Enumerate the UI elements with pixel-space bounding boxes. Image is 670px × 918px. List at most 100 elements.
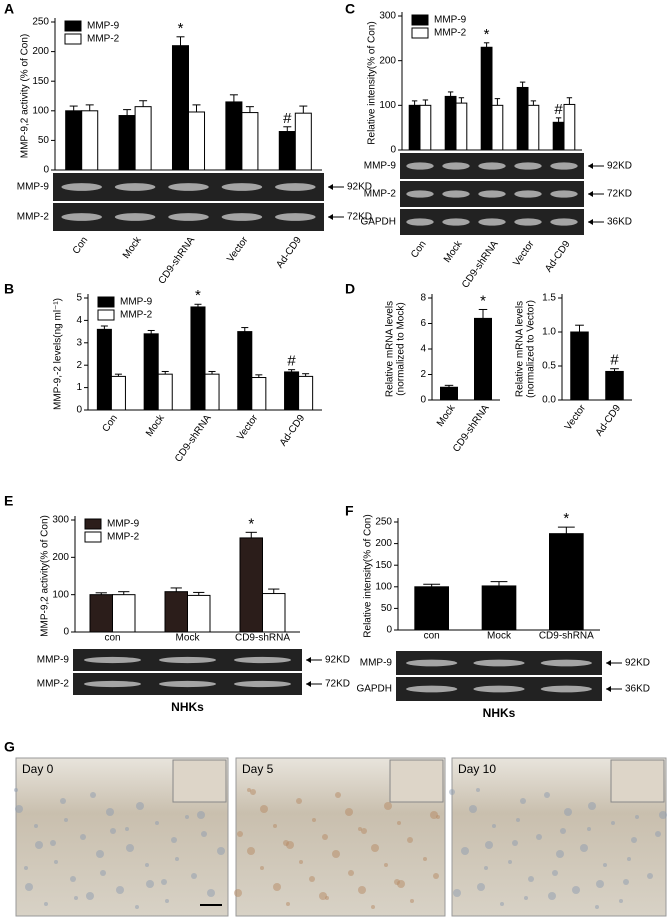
- cell: [35, 841, 43, 849]
- blot-band: [478, 162, 506, 170]
- blot-label: MMP-2: [17, 212, 50, 223]
- cell: [449, 789, 455, 795]
- cell: [175, 857, 179, 861]
- cell: [312, 818, 316, 822]
- bar: [171, 45, 189, 171]
- cell: [332, 850, 340, 858]
- cell: [524, 896, 528, 900]
- x-tick-label: Vector: [225, 234, 251, 264]
- blot-band: [114, 183, 156, 191]
- cell: [165, 899, 169, 903]
- cell: [423, 857, 427, 861]
- bar: [284, 371, 300, 411]
- arrow-head: [328, 184, 333, 190]
- x-tick-label: Ad-CD9: [275, 235, 305, 271]
- cell: [477, 883, 485, 891]
- y-tick-label: 200: [52, 552, 69, 563]
- cell: [161, 879, 167, 885]
- bar: [474, 317, 492, 401]
- x-tick-label: Con: [71, 235, 91, 256]
- panel-letter: F: [345, 503, 354, 519]
- y-tick-label: 100: [379, 100, 396, 111]
- cell: [647, 873, 653, 879]
- blot-band: [84, 680, 141, 688]
- x-tick-label: Ad-CD9: [543, 239, 573, 275]
- cell: [80, 834, 86, 840]
- x-tick-label: Mock: [442, 238, 465, 265]
- cell: [34, 824, 38, 828]
- cell: [70, 876, 76, 882]
- cell: [286, 902, 290, 906]
- cell: [86, 892, 94, 900]
- legend-label: MMP-2: [434, 28, 467, 39]
- cell: [619, 899, 623, 903]
- panel-letter: G: [4, 739, 15, 755]
- blot-band: [221, 213, 263, 221]
- bar: [187, 594, 211, 633]
- cell: [335, 792, 341, 798]
- blot-band: [442, 190, 470, 198]
- bar: [444, 95, 457, 151]
- arrow-head: [588, 219, 593, 225]
- x-tick-label: Mock: [487, 631, 512, 642]
- panel-letter: D: [345, 281, 355, 297]
- cell: [580, 844, 588, 852]
- cell: [145, 863, 149, 867]
- micrograph-label: Day 10: [458, 762, 496, 776]
- cell: [14, 788, 18, 792]
- cell: [234, 889, 242, 897]
- bar: [241, 112, 259, 171]
- size-label: 72KD: [325, 679, 350, 690]
- cell: [512, 840, 518, 846]
- cell: [556, 850, 564, 858]
- y-tick-label: 200: [32, 46, 49, 57]
- bar: [225, 101, 243, 171]
- bar: [65, 110, 83, 171]
- annotation: *: [563, 510, 569, 527]
- cell: [15, 805, 23, 813]
- y-tick-label: 50: [38, 135, 50, 146]
- bar: [96, 328, 112, 411]
- blot-label: MMP-2: [364, 189, 397, 200]
- annotation: *: [248, 515, 254, 532]
- blot-band: [550, 218, 578, 226]
- blot-band: [221, 183, 263, 191]
- cell: [299, 860, 303, 864]
- y-tick-label: 100: [52, 589, 69, 600]
- cell: [476, 788, 480, 792]
- bar: [134, 106, 152, 171]
- cell: [217, 847, 225, 855]
- bar: [112, 594, 136, 633]
- y-tick-label: 200: [379, 55, 396, 66]
- cell: [171, 837, 177, 843]
- blot-label: MMP-9: [364, 161, 397, 172]
- y-tick-label: 300: [379, 11, 396, 22]
- y-tick-label: 3: [76, 337, 82, 348]
- y-tick-label: 1.5: [542, 293, 556, 304]
- arrow-head: [328, 214, 333, 220]
- x-tick-label: Vector: [235, 412, 261, 442]
- arrow-head: [588, 191, 593, 197]
- cell: [325, 896, 329, 900]
- blot-label: MMP-2: [37, 679, 70, 690]
- bar: [204, 373, 220, 411]
- blot-band: [234, 656, 291, 664]
- blot-band: [84, 656, 141, 664]
- blot-band: [406, 659, 458, 667]
- bar: [549, 533, 584, 631]
- blot-band: [514, 190, 542, 198]
- x-tick-label: CD9-shRNA: [157, 235, 198, 287]
- cell: [296, 798, 302, 804]
- x-tick-label: Ad-CD9: [278, 413, 308, 449]
- cell: [508, 860, 512, 864]
- annotation: *: [195, 287, 201, 304]
- cell: [348, 870, 354, 876]
- legend-swatch: [411, 27, 429, 39]
- arrow-head: [606, 686, 611, 692]
- bar: [491, 104, 504, 151]
- arrow-head: [306, 657, 311, 663]
- cell: [136, 802, 144, 810]
- y-axis-label: (normalized to Mock): [396, 302, 407, 395]
- cell: [96, 850, 104, 858]
